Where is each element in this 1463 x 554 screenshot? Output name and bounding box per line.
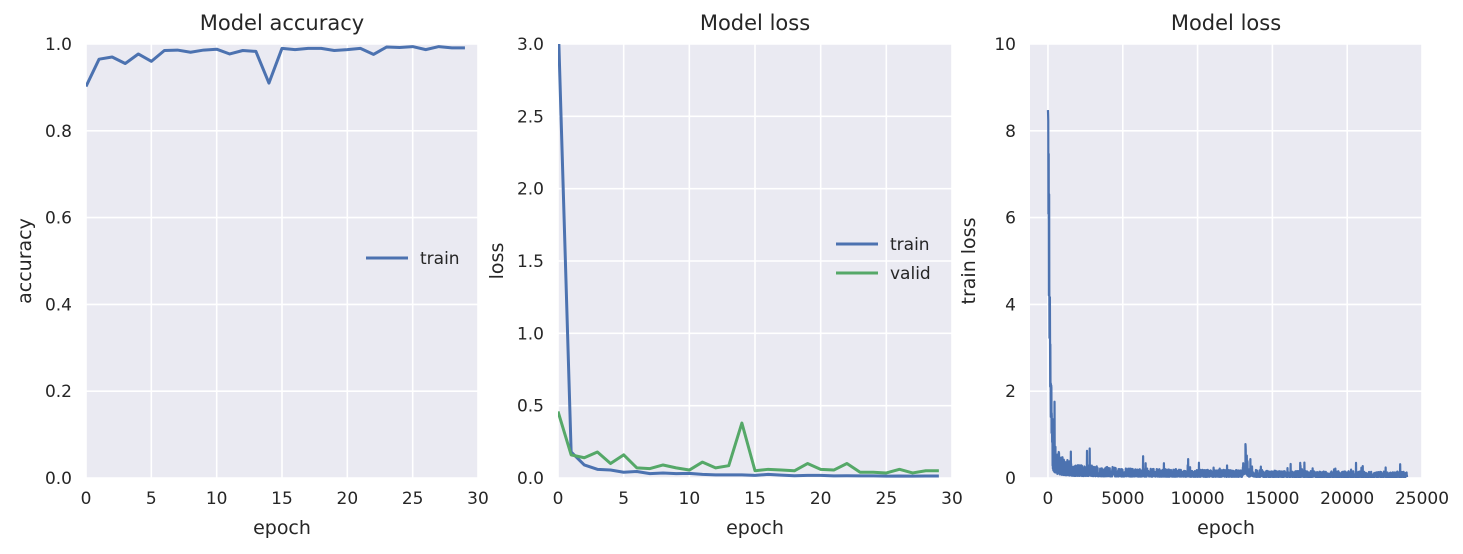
y-axis-label: loss xyxy=(486,243,508,280)
y-tick-label: 0.6 xyxy=(45,209,72,229)
x-tick-label: 15000 xyxy=(1245,489,1299,509)
legend-label-valid: valid xyxy=(890,264,931,284)
x-tick-label: 25 xyxy=(402,489,424,509)
y-tick-label: 2.5 xyxy=(517,107,544,127)
x-axis-label: epoch xyxy=(1197,517,1255,539)
series-line-train xyxy=(86,45,465,88)
x-axis-label: epoch xyxy=(726,517,784,539)
chart-title: Model loss xyxy=(1171,11,1281,35)
chart-3: 0 5000 10000 15000 20000 25000 0 2 4 6 8 10 Model lo… xyxy=(958,11,1449,539)
y-tick-label: 6 xyxy=(1005,209,1016,229)
y-tick-label: 2.0 xyxy=(517,180,544,200)
x-tick-label: 5 xyxy=(618,489,629,509)
y-tick-label: 1.5 xyxy=(517,252,544,272)
y-axis-label: accuracy xyxy=(14,218,36,304)
plot-area xyxy=(1030,44,1422,478)
x-tick-label: 20 xyxy=(337,489,359,509)
x-tick-label: 15 xyxy=(271,489,293,509)
x-tick-label: 0 xyxy=(1043,489,1054,509)
x-tick-label: 10 xyxy=(679,489,701,509)
x-tick-label: 30 xyxy=(941,489,963,509)
x-tick-label: 0 xyxy=(81,489,92,509)
series-line-train xyxy=(558,44,939,478)
x-tick-label: 10000 xyxy=(1171,489,1225,509)
x-tick-label: 0 xyxy=(553,489,564,509)
x-tick-label: 20 xyxy=(810,489,832,509)
y-tick-label: 4 xyxy=(1005,295,1016,315)
x-tick-label: 20000 xyxy=(1320,489,1374,509)
y-tick-label: 10 xyxy=(994,35,1016,55)
x-tick-label: 5000 xyxy=(1101,489,1144,509)
legend: train valid xyxy=(836,235,931,284)
x-tick-label: 25000 xyxy=(1395,489,1449,509)
y-axis-label: train loss xyxy=(958,218,980,305)
x-tick-label: 30 xyxy=(467,489,489,509)
chart-2: 0 5 10 15 20 25 30 0.0 0.5 1.0 1.5 2.0 2.5 3.0 Model l… xyxy=(486,11,963,539)
y-tick-label: 0.0 xyxy=(517,469,544,489)
y-tick-label: 0.8 xyxy=(45,122,72,142)
chart-title: Model loss xyxy=(700,11,810,35)
chart-title: Model accuracy xyxy=(200,11,364,35)
y-tick-label: 0.4 xyxy=(45,295,72,315)
x-axis-label: epoch xyxy=(253,517,311,539)
x-tick-label: 15 xyxy=(744,489,766,509)
y-tick-label: 2 xyxy=(1005,382,1016,402)
y-tick-label: 0.5 xyxy=(517,397,544,417)
legend-label-train: train xyxy=(420,249,460,269)
y-tick-label: 3.0 xyxy=(517,35,544,55)
y-tick-label: 1.0 xyxy=(517,324,544,344)
series-line-train-loss xyxy=(1046,109,1409,478)
y-tick-label: 0 xyxy=(1005,469,1016,489)
x-tick-label: 5 xyxy=(146,489,157,509)
y-tick-label: 1.0 xyxy=(45,35,72,55)
legend: train xyxy=(366,249,460,269)
chart-1: 0 5 10 15 20 25 30 0.0 0.2 0.4 0.6 0.8 1.0 Model accu… xyxy=(14,11,489,539)
y-tick-label: 8 xyxy=(1005,122,1016,142)
legend-label-train: train xyxy=(890,235,930,255)
x-tick-label: 25 xyxy=(876,489,898,509)
y-tick-label: 0.0 xyxy=(45,469,72,489)
x-tick-label: 10 xyxy=(206,489,228,509)
y-tick-label: 0.2 xyxy=(45,382,72,402)
series-line-valid xyxy=(558,411,939,475)
